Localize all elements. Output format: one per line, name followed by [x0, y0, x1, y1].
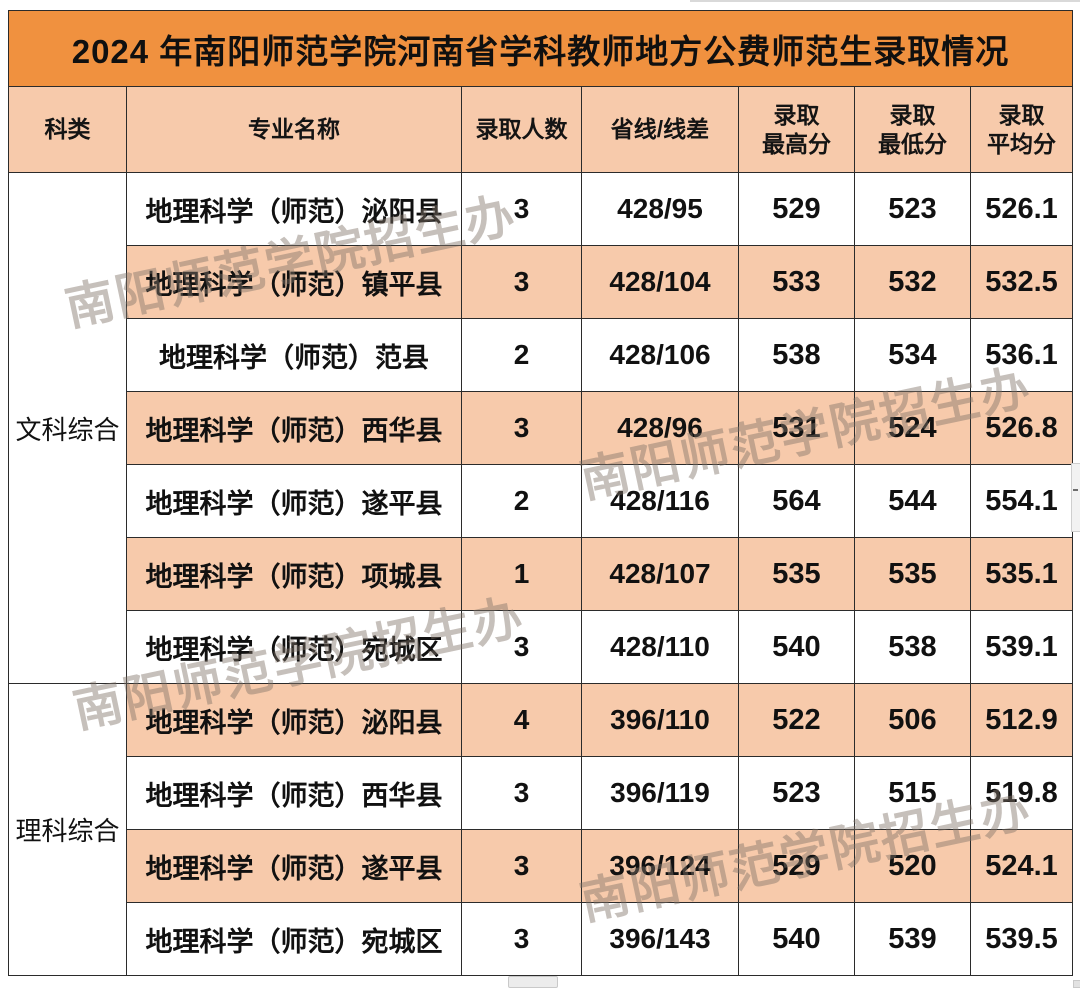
col-header-min-score: 录取 最低分 — [854, 86, 971, 173]
avg-score-cell: 554.1 — [969, 464, 1074, 538]
major-cell: 地理科学（师范）宛城区 — [126, 902, 462, 976]
table-row: 地理科学（师范）遂平县 3 396/124 529 520 524.1 — [8, 829, 1074, 903]
min-score-cell: 538 — [854, 610, 971, 684]
count-cell: 3 — [461, 829, 582, 903]
max-score-cell: 564 — [738, 464, 855, 538]
max-score-cell: 540 — [738, 610, 855, 684]
major-cell: 地理科学（师范）泌阳县 — [126, 683, 462, 757]
avg-score-cell: 535.1 — [969, 537, 1074, 611]
major-cell: 地理科学（师范）遂平县 — [126, 464, 462, 538]
line-diff-cell: 396/124 — [581, 829, 739, 903]
line-diff-cell: 428/110 — [581, 610, 739, 684]
max-score-cell: 523 — [738, 756, 855, 830]
major-cell: 地理科学（师范）宛城区 — [126, 610, 462, 684]
avg-score-cell: 536.1 — [969, 318, 1074, 392]
table-title-row: 2024 年南阳师范学院河南省学科教师地方公费师范生录取情况 — [7, 10, 1074, 87]
min-score-cell: 534 — [854, 318, 971, 392]
table-row: 文科综合 地理科学（师范）泌阳县 3 428/95 529 523 526.1 — [8, 172, 1074, 684]
major-cell: 地理科学（师范）西华县 — [126, 756, 462, 830]
max-score-cell: 540 — [738, 902, 855, 976]
min-score-cell: 535 — [854, 537, 971, 611]
col-header-category: 科类 — [8, 86, 127, 173]
page-title: 2024 年南阳师范学院河南省学科教师地方公费师范生录取情况 — [7, 10, 1074, 87]
category-cell: 文科综合 — [8, 172, 127, 684]
count-cell: 3 — [461, 172, 582, 246]
min-score-cell: 544 — [854, 464, 971, 538]
major-cell: 地理科学（师范）遂平县 — [126, 829, 462, 903]
avg-score-cell: 532.5 — [969, 245, 1074, 319]
count-cell: 3 — [461, 756, 582, 830]
max-score-cell: 529 — [738, 829, 855, 903]
table-row: 地理科学（师范）项城县 1 428/107 535 535 535.1 — [8, 537, 1074, 611]
max-score-cell: 538 — [738, 318, 855, 392]
max-score-cell: 535 — [738, 537, 855, 611]
bottom-right-ui-fragment[interactable] — [1073, 980, 1080, 988]
line-diff-cell: 396/119 — [581, 756, 739, 830]
major-cell: 地理科学（师范）泌阳县 — [126, 172, 462, 246]
avg-score-cell: 524.1 — [969, 829, 1074, 903]
table-header-row: 科类 专业名称 录取人数 省线/线差 录取 最高分 录取 最低分 录取 平均分 — [8, 86, 1074, 173]
count-cell: 1 — [461, 537, 582, 611]
min-score-cell: 523 — [854, 172, 971, 246]
table-row: 地理科学（师范）宛城区 3 396/143 540 539 539.5 — [8, 902, 1074, 976]
major-cell: 地理科学（师范）范县 — [126, 318, 462, 392]
col-header-major: 专业名称 — [126, 86, 462, 173]
max-score-cell: 533 — [738, 245, 855, 319]
table-row: 地理科学（师范）西华县 3 428/96 531 524 526.8 — [8, 391, 1074, 465]
col-header-line-diff: 省线/线差 — [581, 86, 739, 173]
count-cell: 3 — [461, 610, 582, 684]
table-row: 地理科学（师范）遂平县 2 428/116 564 544 554.1 — [8, 464, 1074, 538]
min-score-cell: 506 — [854, 683, 971, 757]
table-row: 地理科学（师范）西华县 3 396/119 523 515 519.8 — [8, 756, 1074, 830]
min-score-cell: 515 — [854, 756, 971, 830]
line-diff-cell: 428/106 — [581, 318, 739, 392]
admission-score-table: 2024 年南阳师范学院河南省学科教师地方公费师范生录取情况 科类 专业名称 录… — [7, 10, 1074, 976]
count-cell: 3 — [461, 391, 582, 465]
table-row: 地理科学（师范）宛城区 3 428/110 540 538 539.1 — [8, 610, 1074, 684]
line-diff-cell: 428/104 — [581, 245, 739, 319]
scrollbar-fragment-right[interactable] — [1071, 463, 1080, 532]
window-edge-fragment — [690, 0, 1080, 2]
min-score-cell: 532 — [854, 245, 971, 319]
avg-score-cell: 512.9 — [969, 683, 1074, 757]
count-cell: 2 — [461, 318, 582, 392]
min-score-cell: 524 — [854, 391, 971, 465]
count-cell: 3 — [461, 245, 582, 319]
avg-score-cell: 539.1 — [969, 610, 1074, 684]
category-cell: 理科综合 — [8, 683, 127, 976]
count-cell: 3 — [461, 902, 582, 976]
count-cell: 2 — [461, 464, 582, 538]
line-diff-cell: 428/116 — [581, 464, 739, 538]
avg-score-cell: 526.8 — [969, 391, 1074, 465]
max-score-cell: 522 — [738, 683, 855, 757]
table-row: 地理科学（师范）范县 2 428/106 538 534 536.1 — [8, 318, 1074, 392]
max-score-cell: 531 — [738, 391, 855, 465]
line-diff-cell: 396/110 — [581, 683, 739, 757]
line-diff-cell: 396/143 — [581, 902, 739, 976]
major-cell: 地理科学（师范）项城县 — [126, 537, 462, 611]
col-header-count: 录取人数 — [461, 86, 582, 173]
table-row: 理科综合 地理科学（师范）泌阳县 4 396/110 522 506 512.9 — [8, 683, 1074, 976]
min-score-cell: 520 — [854, 829, 971, 903]
count-cell: 4 — [461, 683, 582, 757]
admission-table-container: 2024 年南阳师范学院河南省学科教师地方公费师范生录取情况 科类 专业名称 录… — [7, 10, 1074, 976]
avg-score-cell: 519.8 — [969, 756, 1074, 830]
table-row: 地理科学（师范）镇平县 3 428/104 533 532 532.5 — [8, 245, 1074, 319]
col-header-max-score: 录取 最高分 — [738, 86, 855, 173]
max-score-cell: 529 — [738, 172, 855, 246]
line-diff-cell: 428/96 — [581, 391, 739, 465]
major-cell: 地理科学（师范）镇平县 — [126, 245, 462, 319]
major-cell: 地理科学（师范）西华县 — [126, 391, 462, 465]
min-score-cell: 539 — [854, 902, 971, 976]
line-diff-cell: 428/107 — [581, 537, 739, 611]
bottom-ui-fragment[interactable] — [508, 976, 558, 988]
col-header-avg-score: 录取 平均分 — [969, 86, 1074, 173]
avg-score-cell: 539.5 — [969, 902, 1074, 976]
scrollbar-arrow-icon — [1073, 489, 1078, 491]
avg-score-cell: 526.1 — [969, 172, 1074, 246]
line-diff-cell: 428/95 — [581, 172, 739, 246]
